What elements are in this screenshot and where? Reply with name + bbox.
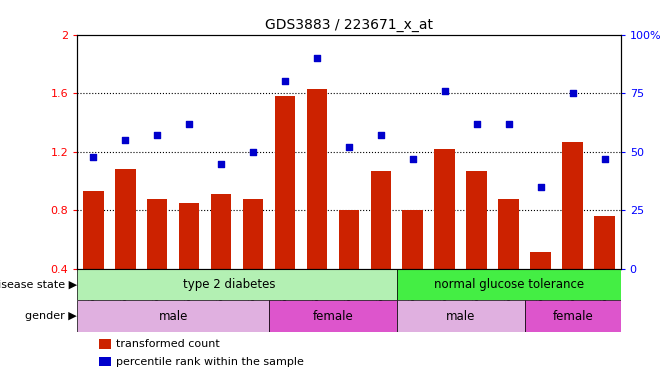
Bar [77,300,269,332]
Bar [530,252,551,269]
Bar [397,269,621,300]
Text: gender ▶: gender ▶ [25,311,77,321]
Text: type 2 diabetes: type 2 diabetes [183,278,275,291]
Point [535,184,546,190]
Point [88,154,99,160]
Bar [147,199,168,269]
Bar [99,357,111,366]
Bar [243,199,264,269]
Point [344,144,354,150]
Bar [77,269,397,300]
Bar [307,89,327,269]
Bar [403,210,423,269]
Bar [499,199,519,269]
Point [215,161,226,167]
Bar [525,300,621,332]
Point [311,55,322,61]
Text: percentile rank within the sample: percentile rank within the sample [116,357,304,367]
Point [248,149,258,155]
Text: transformed count: transformed count [116,339,220,349]
Text: female: female [313,310,354,323]
Bar [115,169,136,269]
Bar [211,194,231,269]
Point [280,78,291,84]
Point [472,121,482,127]
Bar [466,171,487,269]
Text: disease state ▶: disease state ▶ [0,280,77,290]
Bar [562,142,583,269]
Bar [434,149,455,269]
Text: male: male [446,310,476,323]
Bar [595,216,615,269]
Text: normal glucose tolerance: normal glucose tolerance [433,278,584,291]
Point [440,88,450,94]
Bar [370,171,391,269]
Bar [274,96,295,269]
Point [184,121,195,127]
Title: GDS3883 / 223671_x_at: GDS3883 / 223671_x_at [265,18,433,32]
Point [119,137,130,143]
Point [503,121,514,127]
Bar [269,300,397,332]
Point [407,156,418,162]
Text: female: female [552,310,593,323]
Point [376,132,386,139]
Point [152,132,162,139]
Bar [83,191,103,269]
Point [599,156,610,162]
Bar [339,210,359,269]
Text: male: male [158,310,188,323]
Bar [397,300,525,332]
Point [568,90,578,96]
Bar [99,339,111,349]
Bar [178,203,199,269]
